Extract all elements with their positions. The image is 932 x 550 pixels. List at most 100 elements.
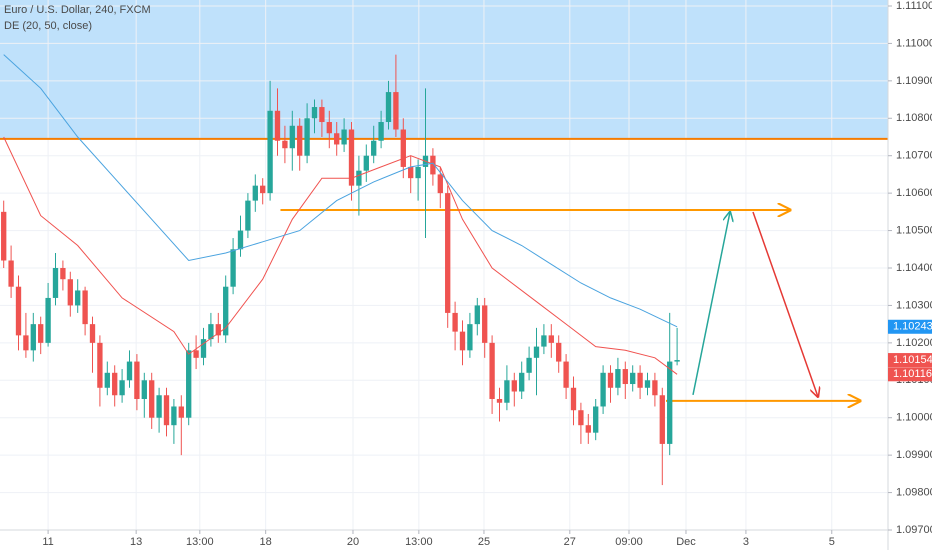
candle-body	[519, 372, 525, 392]
candle-body	[289, 125, 295, 149]
x-tick-label: 18	[260, 536, 272, 548]
price-label-bg	[888, 319, 932, 334]
candle-body	[615, 369, 621, 388]
x-tick-label: 5	[829, 536, 835, 548]
candle-body	[385, 92, 392, 123]
candle-body	[526, 357, 532, 373]
candle-body	[496, 398, 503, 403]
candle-body	[326, 122, 332, 134]
x-tick-label: Dec	[676, 536, 696, 548]
candle-body	[208, 324, 214, 340]
y-tick-label: 1.11100	[896, 0, 932, 12]
candle-body	[556, 342, 562, 362]
y-tick-label: 1.10500	[896, 224, 932, 236]
candle-body	[141, 380, 147, 399]
candle-body	[163, 395, 170, 426]
candle-body	[252, 185, 258, 201]
candle-body	[126, 361, 133, 381]
candle-body	[578, 410, 584, 426]
candle-body	[223, 286, 229, 336]
candle-body	[659, 395, 665, 444]
candle-body	[400, 129, 406, 167]
x-tick-label: 3	[743, 536, 749, 548]
candle-body	[52, 267, 59, 298]
candle-body	[104, 372, 110, 388]
candle-body	[445, 193, 451, 313]
candle-body	[511, 380, 517, 392]
y-tick-label: 1.10700	[896, 150, 932, 162]
candle-body	[60, 267, 66, 280]
candle-body	[149, 380, 155, 418]
candle-body	[452, 312, 458, 332]
candle-body	[89, 324, 96, 343]
candle-body	[667, 361, 673, 444]
candle-body	[437, 174, 443, 194]
x-tick-label: 25	[478, 536, 490, 548]
x-tick-label: 11	[42, 536, 53, 548]
candle-body	[267, 110, 273, 194]
candle-body	[533, 346, 540, 358]
candle-body	[482, 305, 488, 343]
candle-body	[585, 425, 591, 433]
candle-body	[363, 155, 369, 171]
candle-body	[371, 140, 377, 156]
candle-body	[319, 107, 325, 123]
candle-body	[215, 324, 221, 336]
candle-body	[15, 286, 22, 336]
candle-body	[570, 387, 577, 411]
candle-body	[341, 129, 347, 145]
candle-body	[334, 133, 340, 145]
candle-body	[304, 118, 310, 156]
candle-body	[119, 380, 125, 396]
price-label: 1.10243	[893, 321, 932, 333]
candle-body	[467, 324, 473, 351]
candle-body	[393, 92, 399, 130]
plot-area	[0, 0, 888, 531]
candle-body	[156, 395, 162, 418]
candle-body	[75, 290, 81, 306]
candle-body	[408, 166, 414, 179]
candle-body	[311, 107, 318, 119]
forecast-arrow-up	[692, 212, 730, 396]
candle-body	[171, 406, 177, 426]
candle-body	[630, 372, 636, 385]
candle-body	[474, 305, 480, 325]
candle-body	[193, 350, 199, 358]
candle-body	[112, 372, 118, 396]
y-tick-label: 1.10000	[896, 412, 932, 424]
candle-body	[67, 279, 73, 306]
x-tick-label: 20	[347, 536, 359, 548]
candle-body	[237, 230, 244, 250]
candle-body	[563, 361, 569, 388]
x-tick-label: 13:00	[405, 536, 433, 548]
price-label: 1.10116	[893, 368, 932, 380]
x-tick-label: 09:00	[615, 536, 643, 548]
indicator-label: DE (20, 50, close)	[4, 20, 92, 32]
chart-title: Euro / U.S. Dollar, 240, FXCM	[4, 4, 151, 16]
candle-body	[260, 185, 266, 194]
y-tick-label: 1.09700	[896, 524, 932, 536]
price-label: 1.10154	[893, 354, 932, 366]
candle-body	[504, 380, 510, 403]
candle-body	[178, 406, 184, 418]
candle-body	[282, 140, 288, 149]
candle-body	[541, 335, 547, 347]
candle-body	[134, 361, 140, 399]
candle-body	[489, 342, 495, 399]
x-tick-label: 13	[130, 536, 142, 548]
candle-body	[674, 360, 680, 362]
candle-body	[30, 324, 36, 351]
candle-body	[38, 324, 44, 343]
candle-body	[607, 372, 614, 388]
resistance-zone	[0, 0, 888, 139]
candle-body	[356, 170, 362, 186]
moving-average	[3, 136, 678, 375]
y-tick-label: 1.10900	[896, 75, 932, 87]
moving-average	[3, 54, 678, 328]
candle-body	[622, 369, 628, 385]
candle-body	[45, 297, 51, 343]
candle-body	[548, 335, 554, 343]
candle-body	[200, 339, 207, 358]
y-tick-label: 1.10400	[896, 262, 932, 274]
